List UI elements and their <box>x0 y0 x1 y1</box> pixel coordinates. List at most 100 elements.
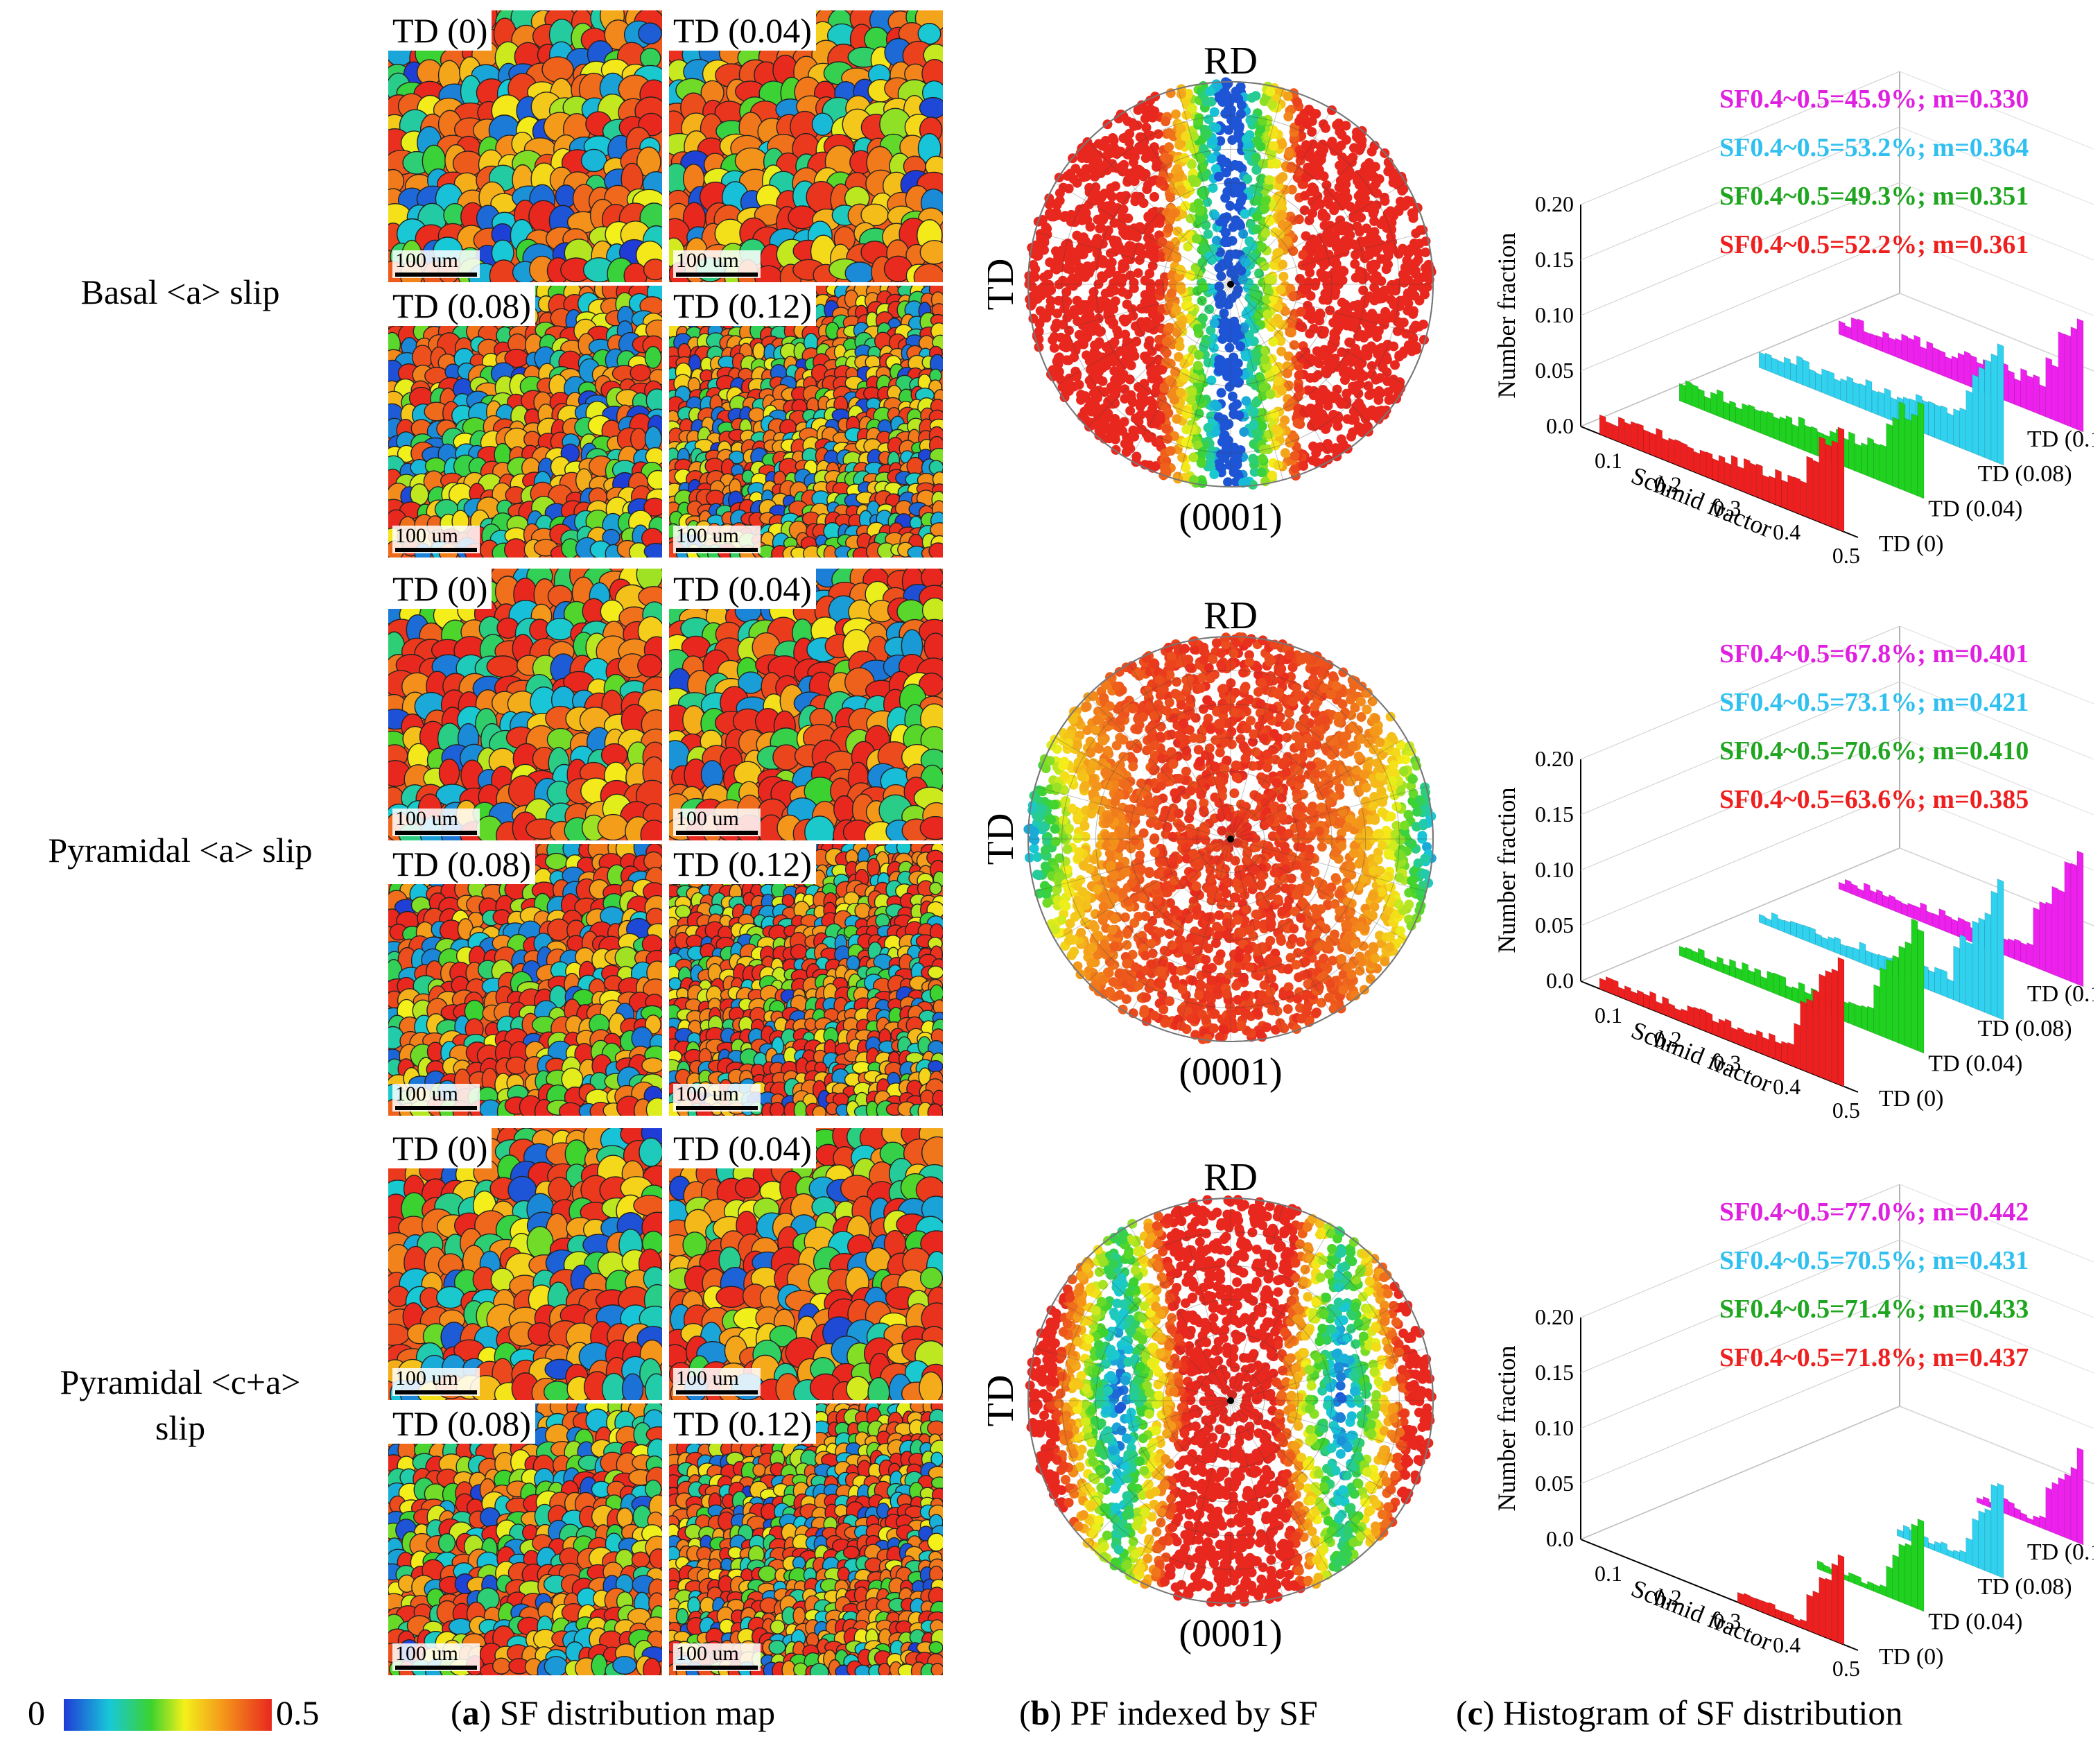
histogram-bar <box>1668 1003 1675 1019</box>
histogram-bar <box>1895 338 1902 360</box>
histogram-bar <box>1920 346 1927 370</box>
row-label-basal: Basal <a> slip <box>80 273 280 311</box>
legend-entry: SF0.4~0.5=71.8%; m=0.437 <box>1719 1343 2029 1372</box>
y-tick-label: 0.20 <box>1535 191 1574 216</box>
caption-b: (b) PF indexed by SF <box>1019 1693 1318 1732</box>
histogram-bar <box>1914 334 1921 368</box>
histogram-bar <box>1932 347 1940 375</box>
histogram-bar <box>1848 1572 1855 1584</box>
legend-entry: SF0.4~0.5=63.6%; m=0.385 <box>1719 785 2029 814</box>
histogram-bar <box>1886 1565 1893 1600</box>
map-condition-label: TD (0.12) <box>669 844 816 884</box>
legend-entry: SF0.4~0.5=77.0%; m=0.442 <box>1719 1198 2029 1227</box>
histogram-bar <box>1706 1011 1713 1035</box>
histogram-1: 0.00.050.100.150.200.10.20.30.40.5Schmid… <box>1493 625 2094 1120</box>
histogram-bar <box>1997 879 2004 1021</box>
y-axis-label: Number fraction <box>1493 1346 1520 1512</box>
histogram-bar <box>1859 942 1866 965</box>
row-label-pyramidal-a: Pyramidal <a> slip <box>48 831 313 870</box>
histogram-bar <box>1871 390 1879 415</box>
y-axis-label: Number fraction <box>1493 233 1520 399</box>
histogram-bar <box>1649 991 1656 1012</box>
histogram-bar <box>2045 1487 2053 1533</box>
histogram-bar <box>2051 1482 2059 1535</box>
histogram-bar <box>1781 1040 1788 1064</box>
histogram-bar <box>1880 1584 1886 1597</box>
histogram-bar <box>1717 389 1724 419</box>
histogram-bar <box>1873 1584 1880 1595</box>
histogram-bar <box>1928 401 1935 438</box>
histogram-bar <box>1779 416 1787 444</box>
scale-bar-line <box>395 1106 477 1110</box>
histogram-bar <box>1947 413 1954 446</box>
histogram-bar <box>1984 912 1992 1016</box>
grain-map-image <box>669 569 943 840</box>
histogram-bar <box>1828 370 1834 398</box>
grain-map-image <box>388 844 662 1116</box>
x-tick-label: 0.4 <box>1773 1074 1800 1099</box>
histogram-bar <box>1637 990 1644 1007</box>
histogram-bar <box>1816 1560 1824 1572</box>
scale-bar: 100 um <box>673 809 761 836</box>
histogram-bar <box>2070 1467 2078 1543</box>
histogram-bar <box>1643 993 1650 1010</box>
histogram-bar <box>1892 417 1900 489</box>
x-tick-label: 0.5 <box>1832 1098 1860 1120</box>
scale-bar-text: 100 um <box>676 807 739 830</box>
pf-plane-label: (0001) <box>1179 1051 1282 1094</box>
map-condition-label: TD (0) <box>388 569 492 609</box>
colorbar-min-label: 0 <box>28 1693 45 1732</box>
histogram-bar <box>1791 424 1799 449</box>
histogram-bar <box>1710 391 1717 416</box>
histogram-bar <box>1668 438 1675 465</box>
histogram-bar <box>1624 985 1631 1002</box>
histogram-bar <box>1743 1030 1751 1050</box>
histogram-bar <box>2045 356 2053 420</box>
histogram-bar <box>2008 1501 2015 1518</box>
x-tick-label: 0.3 <box>1713 1609 1741 1634</box>
histogram-bar <box>1837 426 1845 533</box>
series-label: TD (0.08) <box>1978 461 2072 487</box>
histogram-bar <box>1809 368 1816 390</box>
x-tick-label: 0.3 <box>1713 1051 1741 1075</box>
histogram-bar <box>1681 1008 1688 1024</box>
histogram-bar <box>1895 899 1902 915</box>
histogram-bar <box>1790 362 1797 383</box>
pole-figure-0: RD (0001) TD <box>988 42 1437 539</box>
histogram-bar <box>1917 928 1925 1054</box>
histogram-bar <box>1865 950 1873 968</box>
histogram-bar <box>1800 1000 1807 1072</box>
scale-bar-text: 100 um <box>395 249 458 272</box>
pole-figure-2: RD (0001) TD <box>988 1158 1437 1655</box>
histogram-bar <box>1978 917 1986 1013</box>
histogram-bar <box>1743 1593 1751 1608</box>
histogram-bar <box>2020 1512 2027 1523</box>
histogram-bar <box>1815 372 1822 393</box>
grain-map-row0-3: TD (0.12) 100 um <box>669 286 943 558</box>
scale-bar-text: 100 um <box>676 249 739 272</box>
histogram-bar <box>1819 436 1826 525</box>
histogram-bar <box>1723 963 1730 976</box>
histogram-bar <box>1785 415 1793 447</box>
histogram-bar <box>1828 936 1834 953</box>
histogram-bar <box>2027 1516 2033 1526</box>
histogram-bar <box>1947 978 1954 1001</box>
histogram-bar <box>2027 374 2033 413</box>
histogram-bar <box>1767 411 1774 439</box>
histogram-bar <box>1758 352 1766 370</box>
histogram-bar <box>1911 918 1918 1051</box>
series-label: TD (0.04) <box>1928 1609 2022 1635</box>
histogram-bar <box>1750 1032 1757 1052</box>
histogram-bar <box>2058 889 2065 980</box>
y-tick-label: 0.10 <box>1535 302 1574 327</box>
histogram-bar <box>1819 974 1826 1080</box>
histogram-bar <box>1611 424 1619 442</box>
map-condition-label: TD (0.08) <box>388 844 535 884</box>
histogram-bar <box>1781 479 1788 510</box>
histogram-bar <box>1773 416 1780 442</box>
histogram-bar <box>1837 1554 1845 1645</box>
histogram-bar <box>1796 355 1803 386</box>
histogram-bar <box>1729 958 1736 978</box>
scale-bar-text: 100 um <box>676 1082 739 1105</box>
histogram-bar <box>1704 396 1711 414</box>
